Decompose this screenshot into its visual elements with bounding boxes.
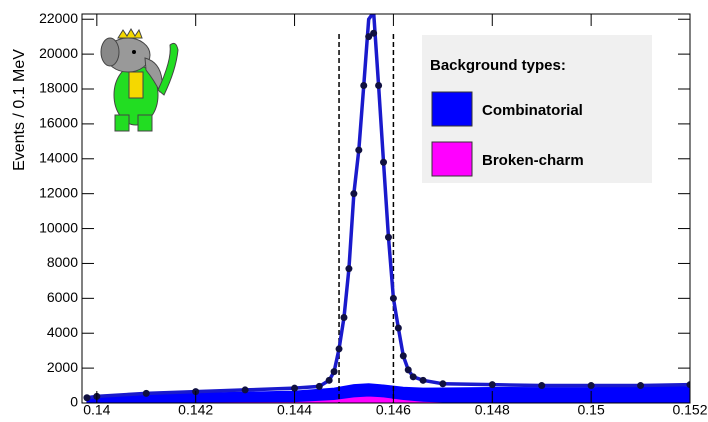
data-point xyxy=(291,384,299,392)
data-point xyxy=(399,352,407,360)
x-tick-label: 0.14 xyxy=(83,402,110,418)
y-tick-label: 18000 xyxy=(39,80,78,96)
logo xyxy=(100,27,179,132)
data-point xyxy=(587,382,595,390)
data-point xyxy=(686,381,690,389)
data-point xyxy=(355,146,363,154)
data-point xyxy=(83,394,91,402)
y-axis-label: Events / 0.1 MeV xyxy=(11,49,28,171)
data-point xyxy=(142,389,150,397)
x-tick-label: 0.152 xyxy=(672,402,707,418)
data-point xyxy=(439,380,447,388)
data-point xyxy=(419,376,427,384)
y-tick-label: 0 xyxy=(70,394,78,410)
legend-label: Combinatorial xyxy=(482,102,583,119)
y-tick-label: 10000 xyxy=(39,219,78,235)
data-point xyxy=(365,33,373,41)
legend-swatch xyxy=(431,91,473,127)
data-point xyxy=(345,265,353,273)
data-point xyxy=(488,381,496,389)
data-point xyxy=(330,368,338,376)
data-point xyxy=(375,82,383,90)
data-point xyxy=(360,82,368,90)
data-point xyxy=(340,314,348,322)
y-tick-label: 8000 xyxy=(47,254,78,270)
x-tick-label: 0.144 xyxy=(277,402,312,418)
data-point xyxy=(350,190,358,198)
legend-title: Background types: xyxy=(430,57,566,74)
frame xyxy=(81,13,691,404)
y-tick-label: 20000 xyxy=(39,45,78,61)
area xyxy=(86,383,690,403)
y-tick-label: 14000 xyxy=(39,149,78,165)
data-point xyxy=(404,366,412,374)
legend-swatch xyxy=(431,141,473,177)
y-tick-label: 2000 xyxy=(47,359,78,375)
data-point xyxy=(241,386,249,394)
data-point xyxy=(325,376,333,384)
data-point xyxy=(389,294,397,302)
data-point xyxy=(315,382,323,390)
data-point xyxy=(637,382,645,390)
legend-label: Broken-charm xyxy=(482,152,584,169)
y-tick-label: 12000 xyxy=(39,184,78,200)
data-point xyxy=(384,233,392,241)
x-tick-label: 0.142 xyxy=(178,402,213,418)
plot-area xyxy=(83,14,690,403)
x-tick-label: 0.15 xyxy=(578,402,605,418)
y-tick-label: 22000 xyxy=(39,10,78,26)
x-tick-label: 0.148 xyxy=(475,402,510,418)
data-point xyxy=(394,324,402,332)
data-point xyxy=(538,382,546,390)
data-point xyxy=(335,345,343,353)
data-point xyxy=(370,29,378,37)
y-tick-label: 6000 xyxy=(47,289,78,305)
data-point xyxy=(380,158,388,166)
legend: Background types: Combinatorial Broken-ch… xyxy=(422,35,652,183)
y-tick-label: 4000 xyxy=(47,324,78,340)
y-tick-label: 16000 xyxy=(39,115,78,131)
data-point xyxy=(409,373,417,381)
x-tick-label: 0.146 xyxy=(376,402,411,418)
